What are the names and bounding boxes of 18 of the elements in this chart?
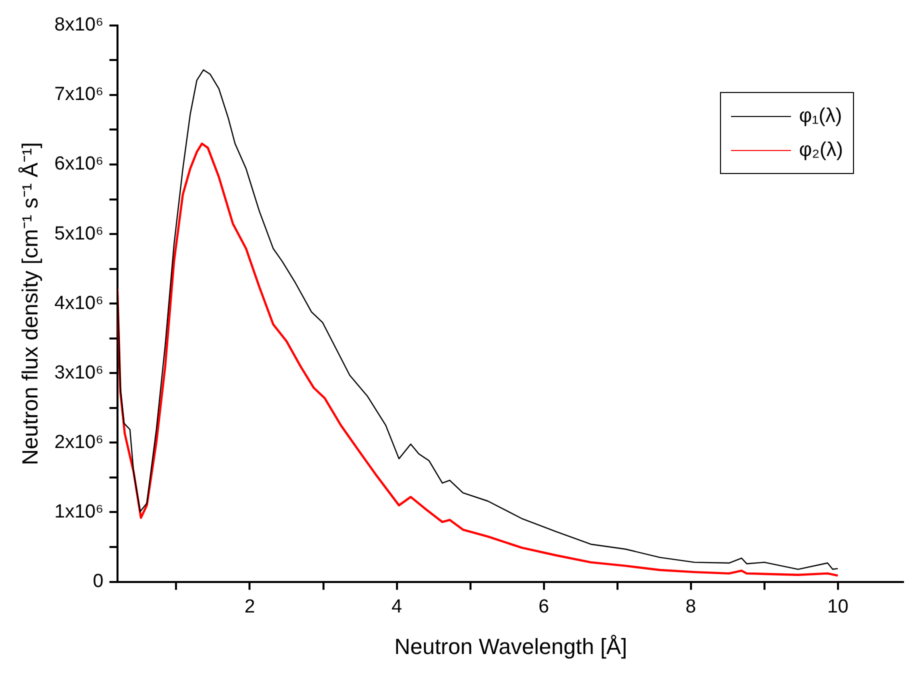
y-tick-label: 1x10⁶: [54, 501, 104, 522]
x-tick-label: 8: [686, 596, 696, 618]
legend-label: φ₂(λ): [798, 138, 843, 163]
y-axis-title: Neutron flux density [cm⁻¹ s⁻¹ Å⁻¹]: [17, 142, 42, 466]
y-tick-label: 5x10⁶: [54, 223, 104, 244]
legend-label: φ₁(λ): [798, 104, 842, 129]
y-tick-label: 0: [92, 571, 104, 592]
x-tick-label: 2: [244, 596, 256, 618]
y-tick-label: 6x10⁶: [54, 154, 104, 175]
x-tick-label: 6: [538, 596, 550, 618]
x-tick-label: 10: [827, 596, 848, 618]
y-tick-label: 2x10⁶: [54, 432, 104, 453]
x-axis-title: Neutron Wavelength [Å]: [394, 634, 628, 659]
y-tick-label: 7x10⁶: [54, 84, 104, 106]
y-tick-label: 4x10⁶: [54, 292, 104, 314]
y-tick-label: 8x10⁶: [54, 14, 104, 36]
x-tick-label: 4: [391, 596, 402, 618]
y-tick-label: 3x10⁶: [54, 362, 104, 384]
